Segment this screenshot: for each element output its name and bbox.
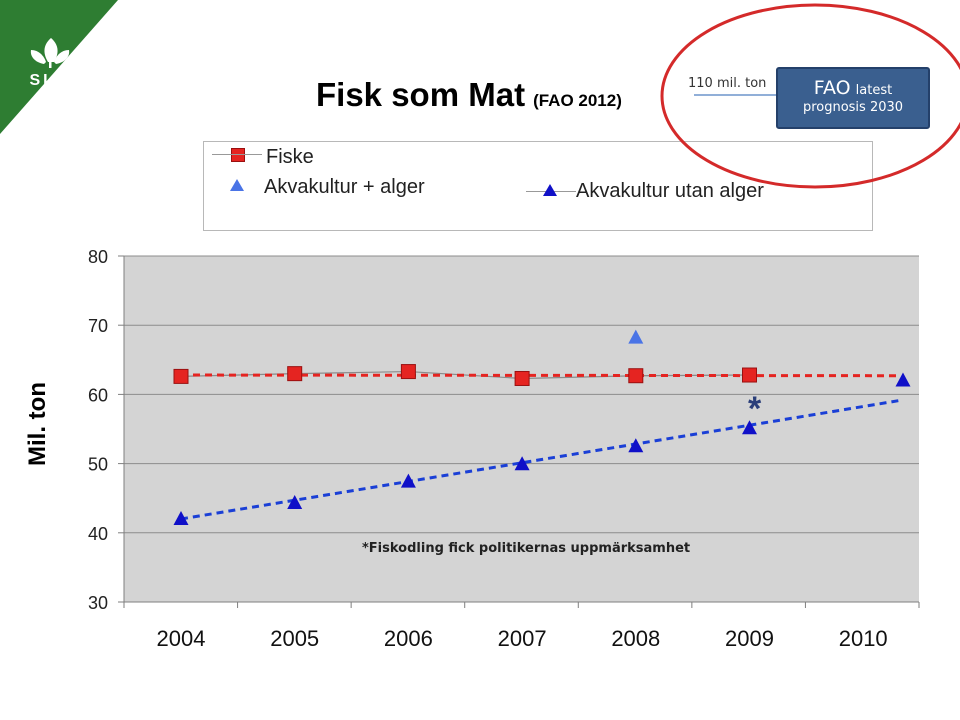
data-point-akvakultur-utan-alger (287, 495, 303, 510)
y-tick-label: 40 (88, 524, 108, 544)
data-point-fiske (742, 367, 757, 383)
data-point-fiske (287, 366, 303, 382)
plot-area (124, 256, 919, 602)
legend-marker-akvakultur-alger (230, 179, 244, 191)
legend-marker-akvakultur-utan-alger (543, 184, 557, 196)
star-annotation: * (748, 390, 762, 428)
leaf-icon (30, 38, 70, 68)
x-tick-label: 2004 (157, 626, 206, 651)
title-main: Fisk som Mat (316, 76, 526, 113)
data-point-fiske (400, 364, 416, 380)
legend-label-fiske: Fiske (266, 146, 314, 168)
data-point-akvakultur-utan-alger (514, 456, 530, 471)
logo-text: SLU (30, 72, 71, 89)
data-point-akvakultur-utan-alger (400, 473, 416, 488)
x-tick-label: 2009 (725, 626, 774, 651)
data-point-fiske (514, 370, 530, 386)
legend-marker-fiske (231, 148, 245, 162)
x-tick-label: 2010 (839, 626, 888, 651)
y-tick-label: 30 (88, 593, 108, 613)
slide-title: Fisk som Mat (FAO 2012) (316, 76, 622, 114)
data-point-akvakultur-utan-alger (628, 438, 644, 453)
data-point-fiske (628, 368, 644, 384)
x-tick-label: 2006 (384, 626, 433, 651)
logo-green-corner (0, 0, 118, 134)
data-point-fiske (173, 368, 189, 384)
data-point-akvakultur-utan-alger (173, 510, 189, 525)
data-point-akvakultur-alger (628, 329, 644, 344)
y-tick-label: 80 (88, 247, 108, 267)
x-tick-label: 2005 (270, 626, 319, 651)
y-tick-label: 60 (88, 385, 108, 405)
x-tick-label: 2008 (611, 626, 660, 651)
title-source: (FAO 2012) (533, 91, 622, 110)
legend-label-akvakultur-alger: Akvakultur + alger (264, 176, 425, 198)
data-point-akvakultur-utan-alger (895, 372, 911, 387)
footnote: *Fiskodling fick politikernas uppmärksam… (362, 541, 691, 556)
slu-logo: SLU (0, 0, 118, 134)
y-tick-label: 50 (88, 455, 108, 475)
y-tick-label: 70 (88, 316, 108, 336)
x-tick-label: 2007 (498, 626, 547, 651)
trend-line-akvakultur-utan-alger (180, 398, 904, 521)
data-point-akvakultur-utan-alger (742, 420, 757, 435)
legend-line-fiske (212, 154, 262, 155)
